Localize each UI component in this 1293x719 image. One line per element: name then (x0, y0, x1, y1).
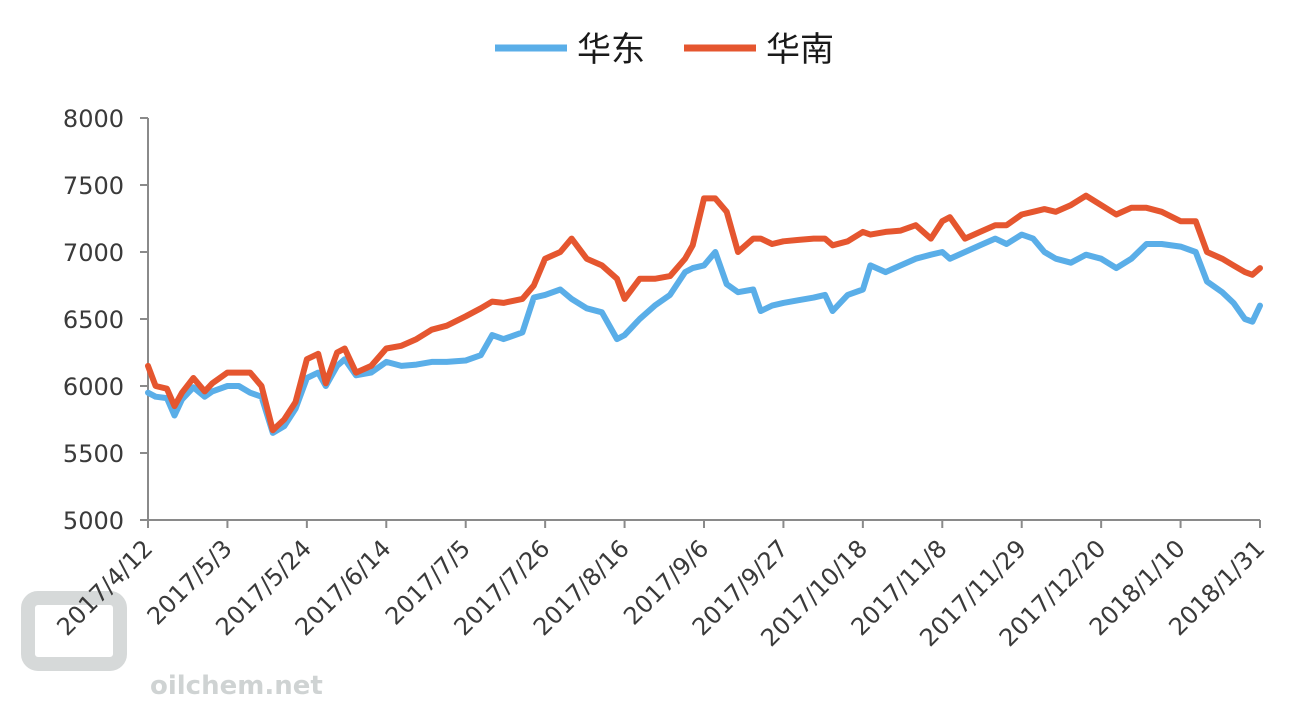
y-tick-label: 5500 (63, 440, 124, 468)
series-line-2 (145, 192, 1263, 434)
y-tick-label: 7500 (63, 172, 124, 200)
y-tick-label: 5000 (63, 507, 124, 535)
axes (147, 118, 1260, 521)
y-tick-label: 6500 (63, 306, 124, 334)
y-tick-label: 8000 (63, 105, 124, 133)
legend: 华东 华南 (495, 30, 834, 70)
x-axis-ticks: 2017/4/122017/5/32017/5/242017/6/142017/… (51, 520, 1270, 652)
series-lines (145, 192, 1263, 436)
y-tick-label: 7000 (63, 239, 124, 267)
y-tick-label: 6000 (63, 373, 124, 401)
watermark-url: oilchem.net (150, 671, 323, 701)
x-tick-label: 2017/4/12 (51, 534, 158, 641)
watermark-logo-mark (21, 591, 127, 671)
legend-label-1: 华东 (577, 30, 645, 70)
watermark-logo: oilchem.net (21, 591, 323, 701)
legend-label-2: 华南 (766, 30, 834, 70)
y-axis-ticks: 5000 5500 6000 6500 7000 7500 8000 (63, 105, 148, 535)
series-line-1 (145, 231, 1263, 436)
